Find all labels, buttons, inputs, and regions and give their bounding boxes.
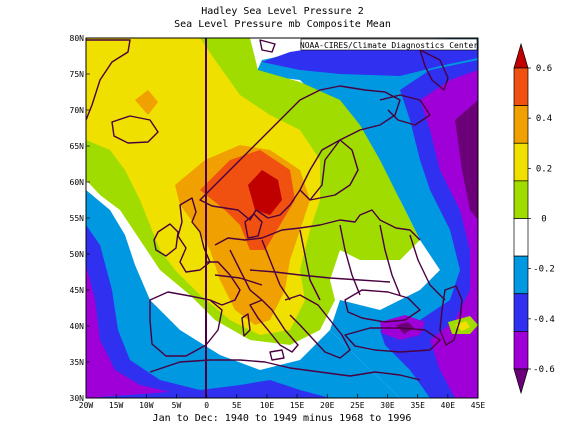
field-yellow-east-blob <box>455 321 470 331</box>
coast-balkans <box>284 294 351 359</box>
coast-finland <box>299 139 359 201</box>
lat-tick-label: 50N <box>70 250 85 259</box>
lat-tick-label: 80N <box>70 34 85 43</box>
lon-tick-label: 10W <box>139 401 154 410</box>
coast-italy <box>249 299 299 353</box>
coast-france <box>205 261 241 306</box>
pressure-field <box>86 38 478 398</box>
field-red <box>200 150 295 250</box>
lon-tick-label: 5E <box>232 401 242 410</box>
colorbar-swatch <box>513 331 529 370</box>
lon-tick-label: 20E <box>320 401 335 410</box>
lat-tick-label: 40N <box>70 322 85 331</box>
chart-subtitle: Sea Level Pressure mb Composite Mean <box>174 19 391 30</box>
field-lightblue-west <box>86 190 400 398</box>
field-darkpurple-east <box>455 100 478 220</box>
lon-tick-label: 30E <box>380 401 395 410</box>
colorbar-swatch <box>513 255 529 295</box>
coast-kola <box>379 94 431 126</box>
colorbar-label: 0.2 <box>536 164 552 174</box>
field-orange-blob <box>135 90 158 115</box>
border-3 <box>299 229 321 301</box>
coast-blacksea <box>344 289 421 323</box>
coast-sardinia <box>241 313 251 337</box>
lon-tick-label: 40E <box>441 401 456 410</box>
lon-tick-label: 10E <box>260 401 275 410</box>
lon-tick-label: 25E <box>350 401 365 410</box>
coast-turkey <box>344 327 441 353</box>
coast-denmark <box>244 213 263 239</box>
coast-africa <box>149 359 421 381</box>
field-blue-north <box>262 42 478 76</box>
lon-tick-label: 15E <box>290 401 305 410</box>
colorbar-top-arrow <box>513 42 529 69</box>
border-8 <box>214 274 263 286</box>
credit-text: NOAA-CIRES/Climate Diagnostics Center <box>300 41 478 50</box>
lon-tick-label: 20W <box>79 401 94 410</box>
coastlines <box>86 39 463 381</box>
colorbar-label: 0.6 <box>536 64 552 74</box>
colorbar-label: -0.4 <box>533 315 555 325</box>
colorbar-label: 0 <box>541 215 546 225</box>
lat-tick-label: 70N <box>70 106 85 115</box>
coast-novayazemlya <box>419 49 449 91</box>
lat-tick-label: 55N <box>70 214 85 223</box>
border-5 <box>379 224 401 296</box>
lat-tick-label: 45N <box>70 286 85 295</box>
coast-iceland <box>111 115 159 144</box>
colorbar-label: 0.4 <box>536 114 552 124</box>
colorbar-swatch <box>513 218 529 257</box>
colorbar-label: -0.2 <box>533 265 555 275</box>
chart-title: Hadley Sea Level Pressure 2 <box>201 6 364 17</box>
field-darkred <box>248 170 282 215</box>
coast-europe <box>214 209 421 246</box>
map-axes: 20W 15W 10W 5W 0 5E 10E 15E 20E 25E 30E 35E 40E 45E 30… <box>70 34 486 410</box>
lon-tick-label: 15W <box>109 401 124 410</box>
colorbar: 0.6 0.4 0.2 0 -0.2 -0.4 -0.6 <box>513 42 555 395</box>
lat-tick-label: 35N <box>70 358 85 367</box>
lon-tick-label: 35E <box>410 401 425 410</box>
time-range-caption: Jan to Dec: 1940 to 1949 minus 1968 to 1… <box>152 413 412 424</box>
lon-tick-label: 45E <box>471 401 486 410</box>
lat-tick-label: 65N <box>70 142 85 151</box>
lon-tick-label: 5W <box>172 401 182 410</box>
border-6 <box>409 234 446 301</box>
field-purple-west <box>86 265 170 398</box>
coast-iberia <box>149 291 223 357</box>
colorbar-swatch <box>513 180 529 219</box>
colorbar-swatch <box>513 142 529 182</box>
lat-tick-label: 30N <box>70 394 85 403</box>
coast-ireland <box>153 223 179 257</box>
colorbar-label: -0.6 <box>533 365 555 375</box>
lat-tick-label: 75N <box>70 70 85 79</box>
border-7 <box>249 269 391 283</box>
lat-tick-label: 60N <box>70 178 85 187</box>
colorbar-swatch <box>513 105 529 144</box>
credit-box: NOAA-CIRES/Climate Diagnostics Center <box>300 38 478 51</box>
colorbar-swatch <box>513 293 529 332</box>
border-4 <box>339 224 361 296</box>
coast-sicily <box>269 349 285 361</box>
coast-svalbard <box>259 39 276 53</box>
coast-caspian <box>439 285 463 346</box>
colorbar-bottom-arrow <box>513 368 529 395</box>
coast-greenland <box>86 39 131 121</box>
lon-tick-label: 0 <box>204 401 209 410</box>
colorbar-swatch <box>513 67 529 106</box>
